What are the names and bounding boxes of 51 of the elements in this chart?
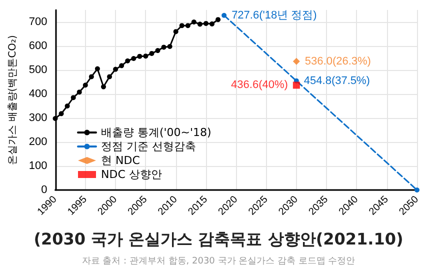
- point: [185, 23, 190, 28]
- point: [94, 66, 100, 72]
- data-label: 436.6(40%): [231, 79, 288, 92]
- point: [131, 56, 136, 61]
- y-tick-label: 300: [28, 112, 48, 124]
- y-tick-label: 200: [28, 136, 48, 148]
- point: [88, 74, 94, 80]
- y-axis-title: 온실가스 배출량(백만톤CO₂): [8, 34, 18, 165]
- y-tick-label: 0: [41, 184, 48, 196]
- y-tick-label: 500: [28, 64, 48, 76]
- legend-label: 현 NDC: [101, 154, 140, 167]
- point: [292, 58, 300, 65]
- point: [203, 20, 208, 26]
- point: [222, 12, 227, 18]
- y-tick-label: 400: [28, 88, 48, 100]
- point: [161, 44, 166, 50]
- legend-label: 배출량 통계('00~'18): [101, 126, 212, 139]
- point: [76, 90, 82, 95]
- point: [113, 66, 118, 72]
- point: [149, 50, 154, 56]
- point: [82, 82, 88, 88]
- legend-label: NDC 상향안: [101, 168, 162, 181]
- point: [191, 20, 196, 24]
- point: [292, 82, 300, 89]
- text: (2030 국가 온실가스 감축목표 상향안(2021.10): [34, 230, 404, 248]
- point: [70, 95, 76, 100]
- point: [100, 84, 106, 90]
- point: [173, 29, 178, 34]
- point: [64, 104, 70, 108]
- point: [52, 116, 58, 121]
- point: [125, 58, 130, 64]
- y-tick-label: 100: [28, 160, 48, 172]
- text: 자료 출처 : 관계부처 합동, 2030 국가 온실가스 감축 로드맵 수정안: [82, 256, 356, 266]
- point: [155, 48, 160, 54]
- data-label: 727.6('18년 정점): [232, 9, 317, 22]
- y-tick-label: 600: [28, 40, 48, 52]
- legend-label: 정점 기준 선형감축: [101, 140, 196, 153]
- point: [167, 44, 172, 49]
- data-label: 536.0(26.3%): [304, 55, 371, 68]
- data-label: 454.8(37.5%): [304, 74, 370, 87]
- point: [216, 17, 221, 22]
- point: [137, 54, 142, 59]
- point: [179, 23, 184, 28]
- point: [119, 63, 124, 68]
- y-tick-label: 700: [28, 16, 48, 28]
- point: [210, 21, 215, 26]
- point: [58, 111, 64, 116]
- point: [197, 22, 202, 27]
- point: [414, 188, 420, 192]
- point: [107, 74, 112, 80]
- point: [143, 54, 148, 59]
